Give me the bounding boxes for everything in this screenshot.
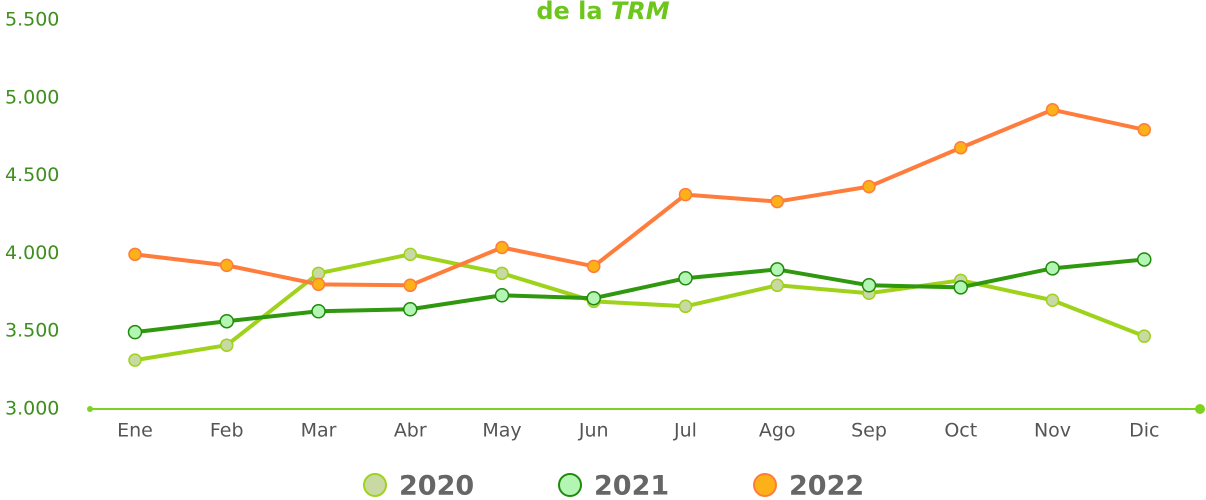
point-marker: [586, 290, 601, 306]
y-tick-label: 3.500: [5, 320, 59, 342]
point-marker: [495, 240, 509, 255]
x-tick-label: Abr: [394, 420, 427, 442]
point-marker: [128, 247, 142, 262]
point-marker: [311, 266, 326, 281]
point-marker: [220, 338, 234, 352]
x-tick-label: Mar: [301, 420, 337, 442]
legend-label: 2022: [789, 471, 864, 500]
y-tick-label: 5.000: [5, 86, 59, 108]
point-marker: [1045, 103, 1060, 117]
x-tick-label: Nov: [1034, 420, 1071, 442]
x-tick-label: Sep: [851, 420, 887, 442]
x-tick-label: Ago: [759, 420, 796, 442]
point-marker: [219, 313, 234, 329]
point-marker: [862, 179, 876, 194]
chart-title: de la TRM: [536, 0, 669, 25]
point-marker: [495, 266, 509, 281]
axis-end: [87, 406, 93, 412]
legend-swatch: [558, 473, 582, 497]
title-text: de la: [536, 0, 602, 25]
point-marker: [494, 288, 510, 303]
point-marker: [861, 278, 877, 293]
legend-label: 2021: [594, 471, 669, 500]
point-marker: [770, 262, 785, 277]
point-marker: [678, 299, 693, 314]
point-marker: [587, 259, 601, 274]
point-marker: [311, 277, 326, 292]
point-marker: [770, 278, 784, 293]
point-marker: [1045, 293, 1060, 307]
y-tick-label: 5.500: [5, 9, 59, 31]
point-marker: [953, 280, 968, 295]
series-line: [134, 252, 1145, 363]
point-marker: [403, 302, 418, 317]
y-tick-label: 3.000: [5, 398, 59, 420]
point-marker: [127, 324, 143, 340]
x-tick-label: Jun: [578, 420, 609, 442]
x-tick-label: Jul: [673, 420, 697, 442]
point-marker: [311, 304, 326, 319]
x-tick-label: Feb: [210, 420, 244, 442]
x-tick-label: Ene: [117, 420, 153, 442]
legend-swatch: [753, 473, 777, 497]
title-emphasis: TRM: [611, 0, 670, 25]
point-marker: [220, 258, 234, 273]
point-marker: [128, 353, 142, 367]
point-marker: [1137, 252, 1152, 267]
point-marker: [1137, 122, 1151, 137]
x-tick-label: Oct: [944, 420, 977, 442]
y-tick-label: 4.000: [5, 242, 59, 264]
point-marker: [403, 247, 417, 262]
point-marker: [770, 194, 784, 209]
x-tick-label: May: [482, 420, 521, 442]
x-tick-label: Dic: [1129, 420, 1159, 442]
point-marker: [403, 278, 417, 293]
legend-swatch: [363, 473, 387, 497]
legend-label: 2020: [399, 471, 474, 500]
y-tick-label: 4.500: [5, 164, 59, 186]
point-marker: [678, 187, 693, 202]
point-marker: [1045, 261, 1060, 276]
series-line: [134, 257, 1145, 335]
series-line: [134, 107, 1145, 288]
point-marker: [1137, 329, 1151, 343]
point-marker: [954, 140, 968, 155]
point-marker: [678, 271, 693, 286]
axis-end: [1195, 404, 1205, 414]
